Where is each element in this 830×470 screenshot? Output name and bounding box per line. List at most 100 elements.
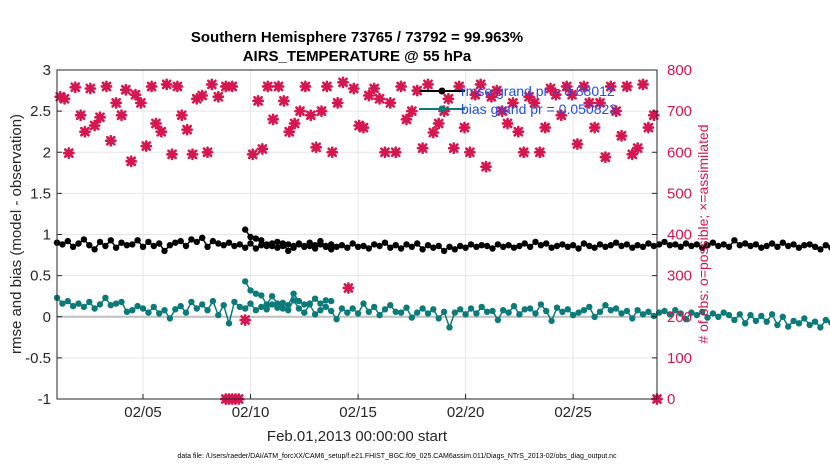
rmse-point (473, 243, 480, 250)
assimilated-marker (171, 80, 184, 93)
rmse-point (295, 240, 303, 247)
rmse-point (156, 240, 163, 247)
data-file-footer: data file: /Users/raeder/DAI/ATM_forcXX/… (177, 453, 617, 460)
rmse-point (763, 242, 770, 250)
assimilated-marker (145, 80, 158, 93)
bias-point (537, 301, 545, 308)
assimilated-marker (54, 90, 67, 103)
assimilated-marker (411, 84, 424, 97)
bias-point (225, 320, 233, 327)
assimilated-marker (226, 80, 239, 93)
rmse-point (612, 239, 620, 246)
assimilated-obs-series (54, 76, 660, 326)
rmse-point (553, 242, 561, 250)
bias-point (156, 310, 163, 317)
y-right-tick-label: 800 (667, 62, 692, 79)
rmse-point (247, 240, 254, 247)
rmse-point (516, 242, 523, 250)
bias-point (790, 317, 797, 325)
assimilated-marker (620, 80, 633, 93)
assimilated-marker (507, 97, 519, 109)
assimilated-marker (615, 129, 628, 142)
bias-point (338, 305, 346, 312)
assimilated-marker (239, 314, 252, 326)
y-axis-right-label: # of obs: o=possible; ×=assimilated (695, 124, 711, 343)
rmse-point (209, 237, 217, 245)
bias-point (274, 300, 281, 307)
rmse-point (107, 237, 115, 244)
axis-ticks: 02/05 02/10 02/15 02/20 02/25 -1 -0.5 0 0.5 1 1.5 2… (25, 62, 692, 421)
y-left-tick-label: -1 (38, 391, 51, 408)
bias-point (747, 311, 754, 319)
bias-point (725, 311, 733, 319)
bias-point (311, 295, 319, 302)
rmse-point (199, 234, 206, 241)
rmse-point (301, 242, 308, 250)
bias-point (473, 310, 480, 317)
bias-point (612, 305, 620, 312)
bias-point (806, 321, 813, 329)
rmse-point (371, 241, 378, 248)
legend-bias-label: bias grand pr = 0.050823 (461, 101, 617, 117)
assimilated-marker (252, 94, 264, 107)
assimilated-marker (129, 88, 142, 101)
assimilated-marker (205, 78, 218, 91)
rmse-point (446, 243, 453, 250)
rmse-point (414, 240, 421, 247)
assimilated-marker (166, 148, 178, 161)
bias-point (236, 303, 243, 311)
rmse-point (328, 241, 335, 248)
assimilated-marker (94, 111, 106, 124)
bias-point (209, 297, 217, 305)
rmse-point (483, 242, 491, 250)
assimilated-marker (626, 148, 639, 161)
bias-point (634, 307, 641, 314)
rmse-point (451, 246, 458, 253)
bias-point (129, 307, 136, 314)
rmse-point (349, 240, 356, 247)
bias-point (166, 315, 174, 322)
rmse-point (758, 244, 765, 251)
bias-point (779, 313, 786, 320)
rmse-point (543, 240, 550, 247)
assimilated-marker (62, 147, 75, 159)
rmse-point (381, 239, 389, 246)
rmse-point (435, 242, 442, 250)
bias-point (102, 294, 109, 301)
bias-point (489, 307, 496, 315)
bias-point (333, 316, 340, 323)
bias-point (387, 302, 394, 309)
rmse-point (645, 240, 652, 247)
y-left-tick-label: 3 (43, 62, 51, 79)
assimilated-marker (379, 146, 391, 159)
rmse-point (602, 243, 609, 250)
y-left-tick-label: 1.5 (30, 185, 51, 202)
y-right-tick-label: 700 (667, 103, 692, 120)
bias-point (596, 308, 604, 315)
rmse-point (134, 237, 141, 244)
rmse-point (252, 235, 260, 242)
rmse-point (64, 237, 72, 245)
y-right-tick-label: 100 (667, 350, 692, 367)
bias-point (811, 318, 819, 325)
rmse-point (354, 243, 362, 250)
bias-point (403, 304, 410, 311)
assimilated-marker (485, 90, 498, 103)
rmse-point (639, 243, 647, 250)
assimilated-marker (134, 97, 147, 109)
rmse-point (822, 242, 829, 249)
assimilated-marker (181, 123, 194, 136)
bias-point (693, 311, 700, 319)
rmse-point (166, 242, 174, 249)
bias-point (586, 303, 593, 311)
bias-point (720, 309, 727, 316)
assimilated-marker (588, 121, 601, 134)
assimilated-marker (256, 143, 269, 155)
x-tick-label: 02/10 (232, 404, 270, 421)
bias-point (618, 310, 625, 317)
rmse-point (672, 241, 679, 248)
bias-point (462, 311, 469, 318)
assimilated-marker (79, 125, 91, 138)
bias-point (371, 303, 378, 311)
rmse-point (161, 247, 168, 255)
